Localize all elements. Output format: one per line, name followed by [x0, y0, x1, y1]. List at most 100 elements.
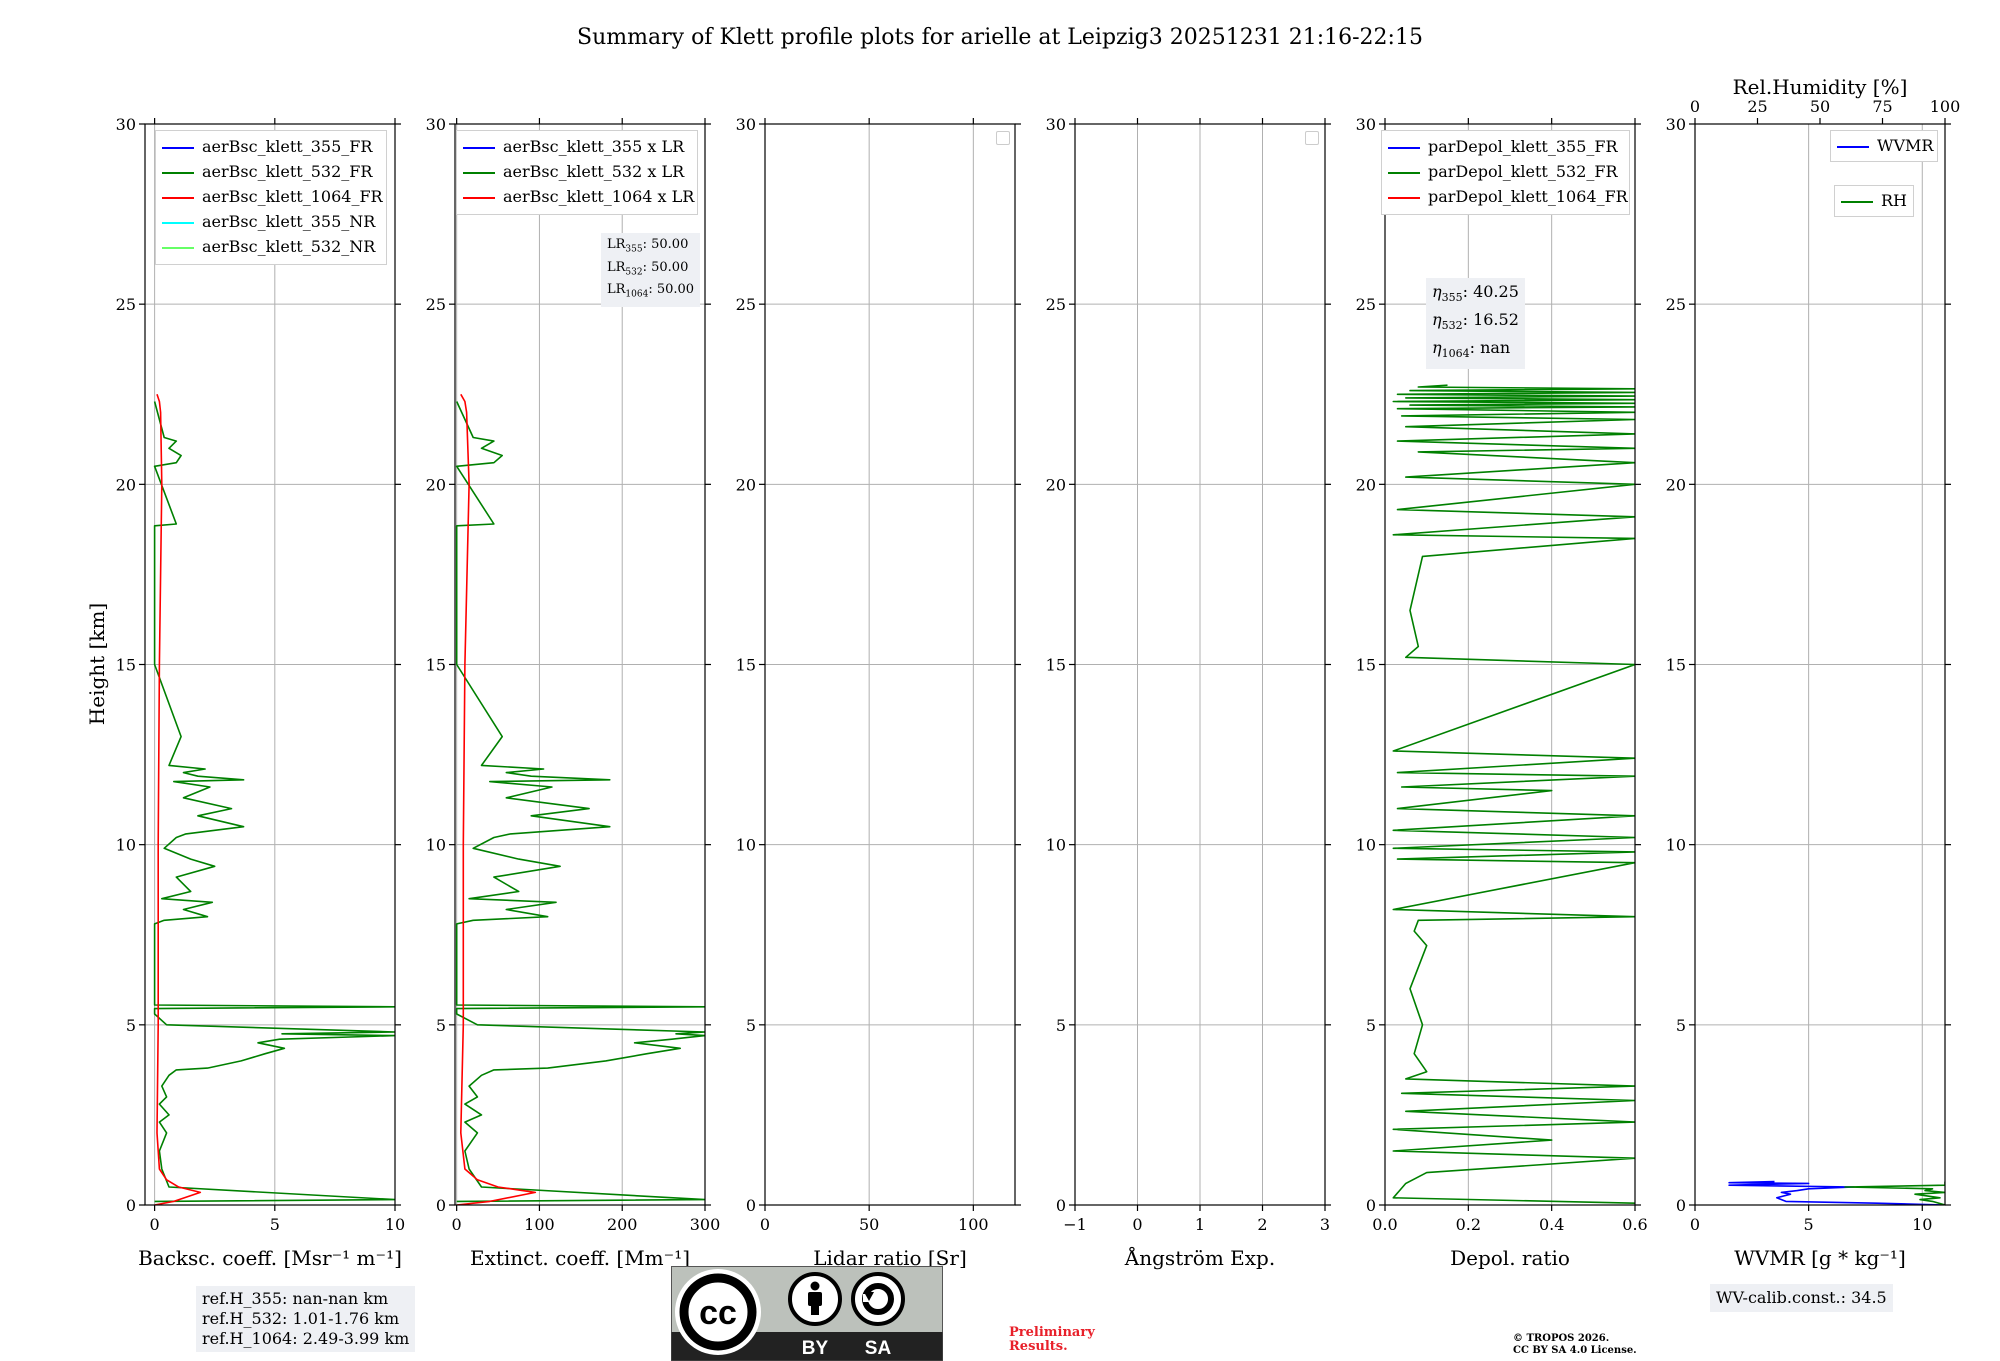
wvmr-legend: WVMR: [1830, 130, 1938, 162]
ref-h-1064: ref.H_1064: 2.49-3.99 km: [202, 1329, 410, 1348]
bsc-legend: aerBsc_klett_355_FR aerBsc_klett_532_FR …: [155, 130, 387, 265]
y-tick-label: 10: [1046, 836, 1066, 855]
legend-item: parDepol_klett_355_FR: [1382, 134, 1629, 159]
x-tick-label: 300: [690, 1215, 721, 1234]
ext-legend: aerBsc_klett_355 x LR aerBsc_klett_532 x…: [456, 130, 698, 215]
x-tick-label: 0.4: [1539, 1215, 1564, 1234]
y-tick-label: 30: [426, 115, 446, 134]
y-tick-label: 20: [116, 475, 136, 494]
y-tick-label: 20: [426, 475, 446, 494]
series-line-WVMR: [1728, 1180, 1945, 1205]
x-tick-label: 0.2: [1456, 1215, 1481, 1234]
top-x-axis-label: Rel.Humidity [%]: [1733, 75, 1908, 99]
y-tick-label: 10: [736, 836, 756, 855]
x-tick-label: 200: [607, 1215, 638, 1234]
y-tick-label: 25: [1666, 295, 1686, 314]
x-tick-label: 1: [1195, 1215, 1205, 1234]
cc-sa-text: SA: [865, 1338, 892, 1359]
lr-532: LR532: 50.00: [607, 259, 689, 278]
legend-item: aerBsc_klett_355_FR: [156, 134, 386, 159]
lr-empty-legend: [996, 131, 1010, 145]
lr-1064: LR1064: 50.00: [607, 282, 695, 300]
top-x-tick-label: 50: [1810, 97, 1830, 116]
y-tick-label: 5: [746, 1016, 756, 1035]
series-line-aerBsc_klett_532_FR: [153, 401, 395, 1203]
y-tick-label: 0: [1056, 1196, 1066, 1215]
series-line-aerBsc_klett_1064_FR: [154, 394, 202, 1205]
top-x-tick-label: 0: [1690, 97, 1700, 116]
y-tick-label: 15: [426, 656, 446, 675]
x-tick-label: 5: [1804, 1215, 1814, 1234]
y-tick-label: 0: [436, 1196, 446, 1215]
y-tick-label: 15: [1356, 656, 1376, 675]
x-tick-label: 0.6: [1622, 1215, 1647, 1234]
y-axis-label: Height [km]: [85, 603, 109, 725]
y-tick-label: 0: [746, 1196, 756, 1215]
wv-calib-box: WV-calib.const.: 34.5: [1710, 1284, 1893, 1312]
cc-by-sa-logo: cc BY SA: [671, 1266, 943, 1361]
y-tick-label: 0: [126, 1196, 136, 1215]
y-tick-label: 30: [116, 115, 136, 134]
legend-item: aerBsc_klett_355 x LR: [457, 134, 697, 159]
x-tick-label: 0.0: [1372, 1215, 1397, 1234]
y-tick-label: 5: [1056, 1016, 1066, 1035]
y-tick-label: 5: [1676, 1016, 1686, 1035]
y-tick-label: 25: [426, 295, 446, 314]
x-tick-label: 0: [452, 1215, 462, 1234]
y-tick-label: 5: [436, 1016, 446, 1035]
ang-empty-legend: [1305, 131, 1319, 145]
x-tick-label: 50: [859, 1215, 879, 1234]
series-line-RH: [1844, 1181, 1945, 1205]
legend-item: aerBsc_klett_532_FR: [156, 159, 386, 184]
y-tick-label: 30: [1356, 115, 1376, 134]
x-tick-label: 100: [524, 1215, 555, 1234]
eta-355: η355: 40.25: [1432, 282, 1519, 305]
legend-item: aerBsc_klett_532_NR: [156, 234, 386, 259]
x-axis-label: WVMR [g * kg⁻¹]: [1734, 1246, 1906, 1270]
x-axis-label: Ångström Exp.: [1124, 1245, 1275, 1270]
ref-h-355: ref.H_355: nan-nan km: [202, 1289, 389, 1308]
x-tick-label: −1: [1063, 1215, 1087, 1234]
preliminary-note: Preliminary Results.: [1009, 1325, 1095, 1354]
x-tick-label: 2: [1257, 1215, 1267, 1234]
y-tick-label: 20: [736, 475, 756, 494]
y-tick-label: 25: [116, 295, 136, 314]
top-x-tick-label: 25: [1747, 97, 1767, 116]
y-tick-label: 30: [736, 115, 756, 134]
y-tick-label: 10: [426, 836, 446, 855]
eta-1064: η1064: nan: [1432, 338, 1511, 361]
y-tick-label: 20: [1356, 475, 1376, 494]
eta-box: η355: 40.25 η532: 16.52 η1064: nan: [1426, 278, 1525, 369]
x-tick-label: 0: [150, 1215, 160, 1234]
x-tick-label: 10: [1912, 1215, 1932, 1234]
y-tick-label: 20: [1046, 475, 1066, 494]
cc-by-text: BY: [802, 1338, 829, 1359]
y-tick-label: 15: [1046, 656, 1066, 675]
x-tick-label: 100: [958, 1215, 989, 1234]
series-line-aerBsc_klett_1064 x LR: [456, 393, 537, 1205]
x-tick-label: 0: [1690, 1215, 1700, 1234]
series-line-aerBsc_klett_532 x LR: [455, 401, 705, 1203]
y-tick-label: 15: [736, 656, 756, 675]
y-tick-label: 10: [1666, 836, 1686, 855]
y-tick-label: 5: [1366, 1016, 1376, 1035]
y-tick-label: 0: [1366, 1196, 1376, 1215]
legend-item: aerBsc_klett_532 x LR: [457, 159, 697, 184]
x-axis-label: Backsc. coeff. [Msr⁻¹ m⁻¹]: [138, 1246, 402, 1270]
lidar-ratio-box: LR355: 50.00 LR532: 50.00 LR1064: 50.00: [601, 233, 701, 307]
legend-item: parDepol_klett_1064_FR: [1382, 184, 1629, 209]
x-tick-label: 10: [385, 1215, 405, 1234]
y-tick-label: 30: [1046, 115, 1066, 134]
series-line-parDepol_klett_532_FR: [1392, 384, 1635, 1204]
y-tick-label: 15: [1666, 656, 1686, 675]
legend-item: parDepol_klett_532_FR: [1382, 159, 1629, 184]
y-tick-label: 10: [116, 836, 136, 855]
cc-text: cc: [699, 1294, 737, 1332]
dep-legend: parDepol_klett_355_FR parDepol_klett_532…: [1381, 130, 1630, 215]
y-tick-label: 15: [116, 656, 136, 675]
y-tick-label: 25: [1046, 295, 1066, 314]
y-tick-label: 25: [1356, 295, 1376, 314]
x-axis-label: Depol. ratio: [1450, 1246, 1570, 1270]
copyright-note: © TROPOS 2026. CC BY SA 4.0 License.: [1513, 1333, 1637, 1356]
